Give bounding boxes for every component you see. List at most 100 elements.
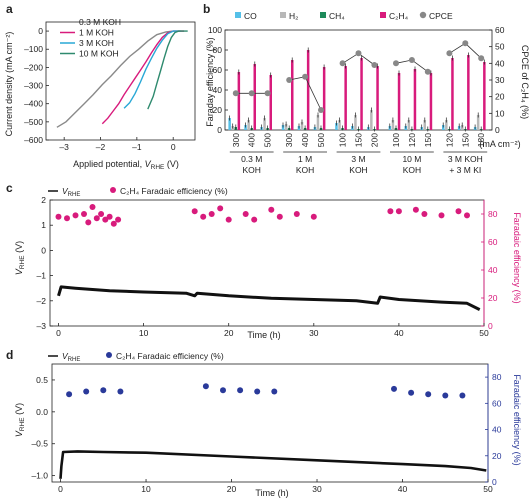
panel-c-fe-point-12: [191, 208, 198, 215]
panel-b-bar-10-1: [407, 120, 411, 130]
panel-a-series: [56, 30, 188, 128]
panel-c-xtick-label: 10: [139, 328, 149, 338]
panel-b-legend-label: CH₄: [329, 11, 345, 21]
panel-d-ylabel: VRHE (V): [14, 403, 26, 437]
panel-d-vrhe-line: [59, 450, 487, 479]
panel-b-bar-3-3: [291, 60, 294, 130]
panel-c-fe-point-27: [438, 212, 445, 219]
panel-b-legend-label: CO: [244, 11, 257, 21]
panel-b-group-label-line2: KOH: [349, 165, 367, 175]
panel-c-series: [55, 204, 481, 311]
panel-b-current-label: 300: [284, 133, 294, 147]
panel-b-y2tick-label: 60: [495, 25, 505, 35]
panel-b-bar-2-3: [269, 75, 272, 130]
panel-a-xtick-label: –2: [96, 142, 106, 152]
panel-d-ytick-label: –1.0: [31, 471, 48, 481]
panel-c-fe-point-7: [98, 211, 105, 217]
panel-b-legend-swatch: [380, 12, 386, 18]
panel-d-xtick-label: 50: [483, 484, 493, 494]
panel-c-fe-point-25: [412, 206, 419, 213]
panel-c-y2tick-label: 60: [488, 237, 498, 247]
panel-d-fe-point-4: [202, 383, 209, 390]
panel-a-xlabel: Applied potential, VRHE (V): [73, 159, 179, 171]
panel-c-y2tick-label: 20: [488, 293, 498, 303]
panel-c-y2tick-label: 0: [488, 321, 493, 331]
panel-c-legend: VRHE C₂H₄ Faradaic efficiency (%): [48, 186, 228, 198]
panel-a-label: a: [6, 2, 13, 16]
panel-a-ytick-label: –300: [24, 81, 43, 91]
panel-d: d VRHE C₂H₄ Faradaic efficiency (%) 0 10 2…: [6, 348, 522, 498]
panel-a-series-line-3: [147, 30, 188, 110]
panel-d-ytick-label: 0.5: [36, 375, 48, 385]
panel-b: b CO H₂ CH₄ C₂H₄ CPCE 0 20 40 60 80 100 0 10 20 30 40 5…: [203, 2, 530, 175]
panel-c-fe-point-1: [64, 215, 70, 222]
panel-b-bar-4-1: [300, 122, 304, 130]
panel-a-legend-label: 3 M KOH: [79, 38, 114, 48]
panel-c-ytick-label: 1: [41, 220, 46, 230]
panel-d-y2tick-label: 40: [492, 425, 502, 435]
panel-d-xtick-label: 20: [227, 484, 237, 494]
panel-c-legend-marker: [110, 187, 116, 193]
panel-b-y2tick-label: 40: [495, 58, 505, 68]
panel-c-y2label: Faradaic efficiency (%): [512, 212, 522, 303]
panel-b-current-label: 150: [460, 133, 470, 147]
panel-b-cpce-point-12: [446, 50, 453, 57]
panel-b-current-label: 400: [300, 133, 310, 147]
panel-b-bar-9-1: [391, 120, 395, 130]
panel-c-fe-point-4: [85, 219, 92, 226]
panel-b-bar-2-1: [263, 118, 266, 130]
panel-c-fe-point-13: [200, 213, 207, 220]
panel-c-frame: [49, 199, 485, 327]
panel-d-xtick-label: 30: [312, 484, 322, 494]
panel-c-fe-point-20: [276, 213, 283, 220]
panel-c-xtick-label: 0: [56, 328, 61, 338]
panel-c-fe-point-11: [115, 216, 122, 223]
panel-b-legend-label: C₂H₄: [389, 11, 409, 21]
panel-b-bar-6-3: [344, 66, 347, 130]
panel-b-bar-11-3: [429, 73, 433, 130]
panel-d-label: d: [6, 348, 13, 362]
panel-d-axes: 0 10 20 30 40 50 0.5 0.0 –0.5 –1.0 0 20 40 60 80: [31, 363, 502, 494]
panel-d-series: [59, 383, 487, 479]
panel-b-bar-14-3: [483, 62, 486, 130]
panel-c-xtick-label: 30: [309, 328, 319, 338]
panel-b-bar-8-1: [370, 110, 373, 130]
panel-b-axes: 0 20 40 60 80 100 0 10 20 30 40 50 60: [208, 25, 505, 135]
panel-c-legend-fe: C₂H₄ Faradaic efficiency (%): [120, 186, 228, 196]
panel-a-series-line-1: [101, 30, 185, 125]
panel-b-group-label-line2: KOH: [296, 165, 314, 175]
panel-b-cpce-point-9: [393, 60, 399, 67]
panel-c-ytick-label: 0: [41, 245, 46, 255]
panel-a-frame: [45, 21, 196, 141]
panel-d-fe-point-10: [408, 389, 415, 396]
panel-b-legend-swatch: [235, 12, 241, 18]
panel-d-fe-point-1: [83, 388, 90, 395]
panel-a-xtick-label: –3: [59, 142, 69, 152]
panel-b-current-label: 500: [263, 133, 273, 147]
panel-a-legend-label: 10 M KOH: [79, 49, 119, 59]
panel-c-y2tick-label: 80: [488, 209, 498, 219]
panel-a-ytick-label: –600: [24, 135, 43, 145]
panel-d-fe-point-8: [271, 388, 278, 395]
panel-a-legend-label: 0.3 M KOH: [79, 17, 121, 27]
panel-b-group-label-line2: + 3 M KI: [449, 165, 481, 175]
panel-b-current-label: 150: [354, 133, 364, 147]
panel-a-xtick-label: –1: [132, 142, 142, 152]
panel-b-cpce-point-8: [371, 62, 378, 68]
panel-c-fe-point-29: [464, 212, 470, 219]
panel-d-fe-point-11: [425, 391, 432, 398]
panel-d-fe-point-7: [254, 388, 261, 395]
panel-b-ytick-label: 100: [208, 25, 222, 35]
panel-b-bar-7-3: [360, 58, 363, 130]
panel-b-unit-note: (mA cm⁻²): [479, 139, 520, 149]
panel-b-current-label: 100: [338, 133, 348, 147]
panel-b-ytick-label: 20: [213, 105, 223, 115]
panel-b-cpce-point-6: [339, 60, 346, 67]
panel-c-fe-point-22: [310, 213, 317, 220]
panel-b-bar-1-3: [253, 64, 256, 130]
panel-a-xtick-label: 0: [171, 142, 176, 152]
panel-a-series-line-2: [123, 30, 181, 109]
panel-b-bar-12-1: [445, 120, 448, 130]
panel-c-ylabel: VRHE (V): [14, 241, 26, 275]
